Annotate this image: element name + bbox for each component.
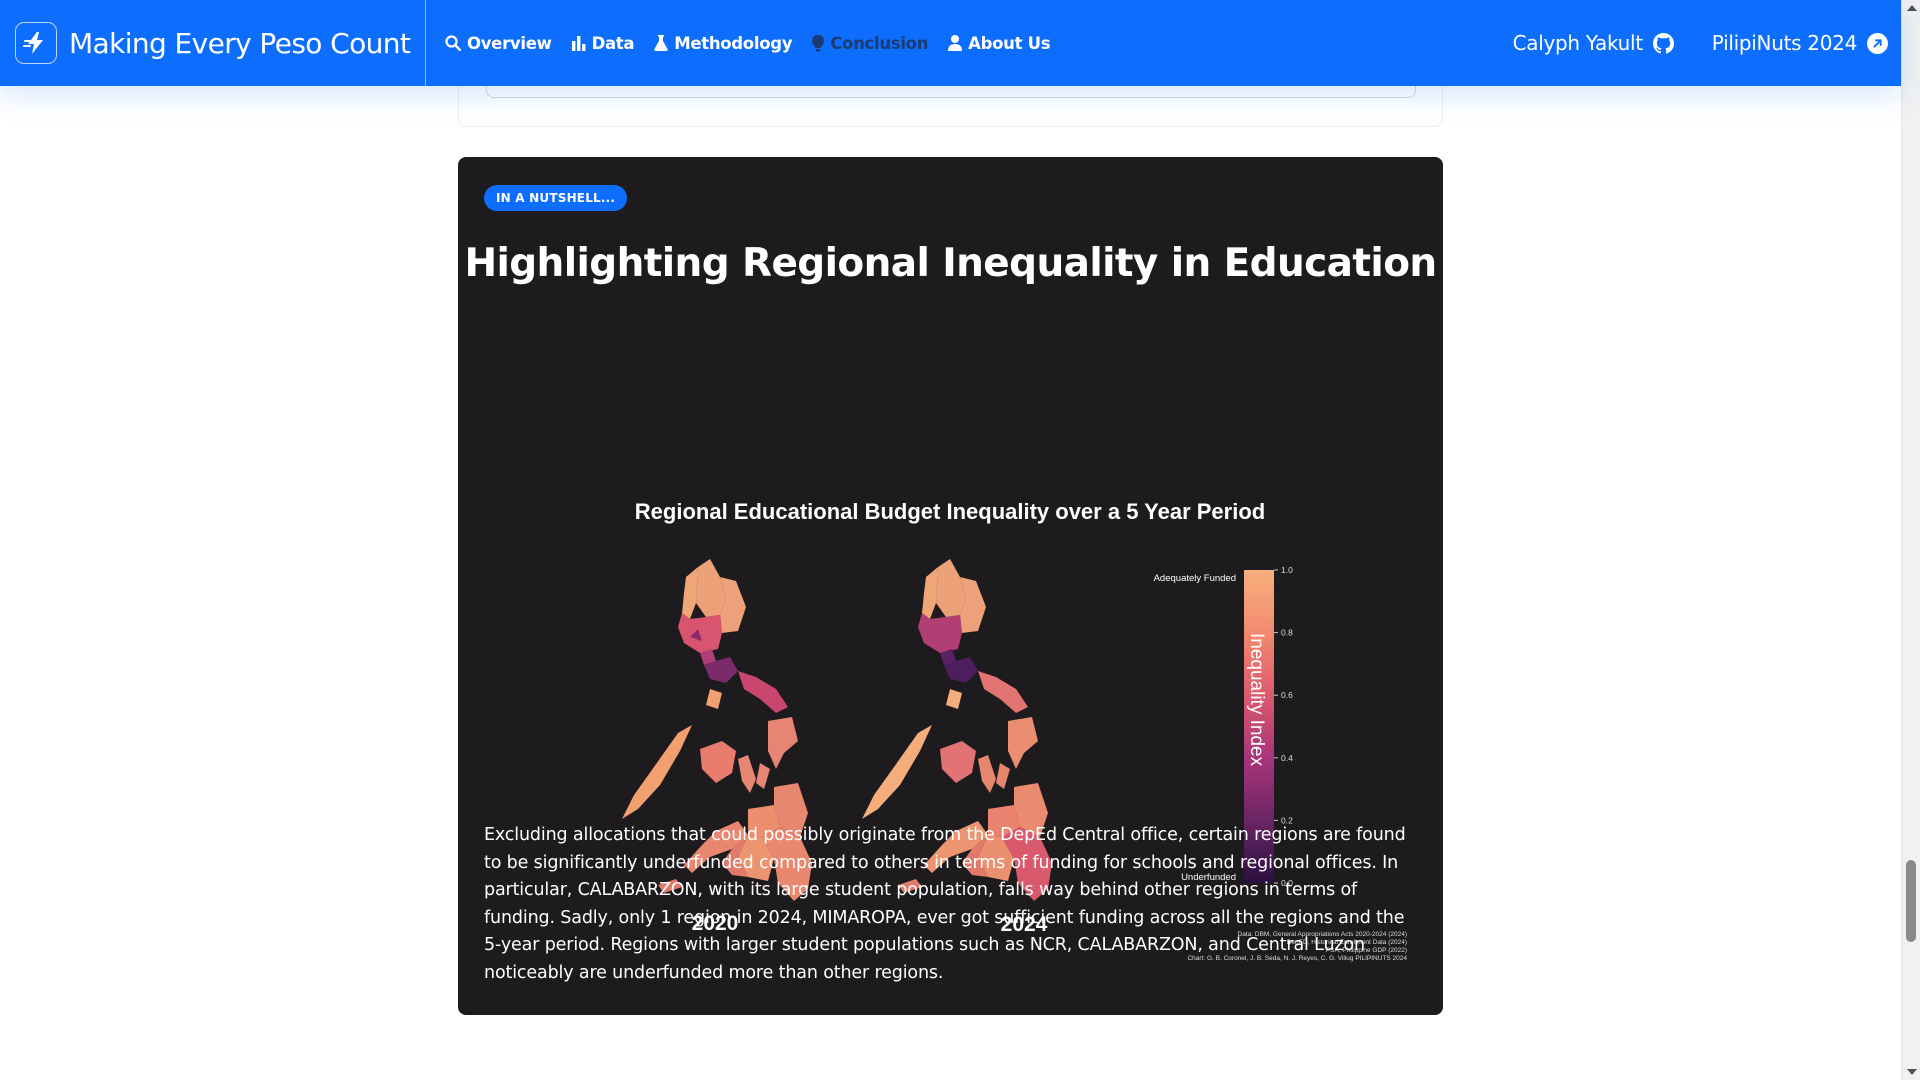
- region-car-2024: [936, 559, 966, 617]
- region-mimaropa-2024: [862, 689, 962, 819]
- region-ncr-2024: [940, 649, 956, 665]
- nav-external-links: Calyph Yakult PilipiNuts 2024: [1475, 31, 1901, 55]
- colorbar-gradient: [1244, 570, 1274, 883]
- credit-line: PSA, Philippine GDP (2022): [1326, 947, 1407, 954]
- chart-title: Regional Educational Budget Inequality o…: [635, 499, 1265, 524]
- colorbar-ticks: 1.0 0.8 0.6 0.4 0.2 0.0: [1274, 565, 1293, 888]
- map-2024: [862, 559, 1052, 901]
- nav-about-us[interactable]: About Us: [948, 33, 1051, 53]
- region-caraga-2024: [1014, 783, 1048, 837]
- card-title: Highlighting Regional Inequality in Educ…: [464, 241, 1437, 286]
- lightbulb-icon: [812, 34, 825, 51]
- brand[interactable]: Making Every Peso Count: [0, 0, 426, 86]
- region-western-visayas-2020: [700, 741, 736, 783]
- nav-data[interactable]: Data: [571, 33, 635, 53]
- previous-section-card: [458, 60, 1443, 127]
- user-icon: [948, 35, 963, 51]
- region-barmm-2020: [658, 835, 748, 893]
- scrollbar-thumb[interactable]: [1906, 860, 1916, 942]
- nav-methodology-label: Methodology: [674, 33, 793, 53]
- nav-overview[interactable]: Overview: [445, 34, 552, 53]
- region-caraga-2020: [774, 783, 808, 837]
- external-link-icon: [1867, 32, 1888, 54]
- region-northern-mindanao-2024: [988, 805, 1020, 837]
- panel-label-2024: 2024: [1001, 913, 1048, 936]
- colorbar-bottom-label: Underfunded: [1181, 872, 1236, 883]
- region-car-2020: [696, 559, 726, 617]
- pilipinuts-link-label: PilipiNuts 2024: [1711, 31, 1858, 55]
- region-central-luzon-2020: [678, 613, 722, 653]
- region-western-visayas-2024: [940, 741, 976, 783]
- colorbar-tick-label: 0.4: [1281, 753, 1293, 763]
- region-barmm-2024: [898, 835, 988, 893]
- region-eastern-visayas-2020: [768, 717, 798, 769]
- flask-icon: [654, 35, 668, 51]
- region-central-visayas-2024: [978, 755, 1010, 793]
- credit-line: DepED, Historical Enrollment Data (2024): [1287, 939, 1407, 946]
- region-northern-mindanao-2020: [748, 805, 780, 837]
- top-navbar: Making Every Peso Count Overview Data Me…: [0, 0, 1901, 86]
- colorbar-tick-label: 0.6: [1281, 690, 1293, 700]
- credit-line: Data: DBM, General Appropriations Acts 2…: [1238, 931, 1407, 938]
- brand-logo-icon: [15, 22, 57, 64]
- colorbar-tick-label: 0.8: [1281, 628, 1293, 638]
- region-bicol-2024: [978, 671, 1028, 713]
- github-link[interactable]: Calyph Yakult: [1513, 31, 1674, 55]
- region-mimaropa-2020: [622, 689, 722, 819]
- inequality-map-chart: Regional Educational Budget Inequality o…: [622, 499, 1407, 962]
- chart-credits: Data: DBM, General Appropriations Acts 2…: [1187, 931, 1407, 962]
- colorbar-tick-label: 1.0: [1281, 565, 1293, 575]
- region-eastern-visayas-2024: [1008, 717, 1038, 769]
- region-davao-2024: [1002, 827, 1052, 901]
- pilipinuts-link[interactable]: PilipiNuts 2024: [1712, 31, 1888, 55]
- region-zamboanga-2024: [924, 821, 988, 873]
- region-cagayan-2024: [960, 577, 986, 633]
- page-scrollbar[interactable]: [1901, 0, 1920, 1080]
- brand-name: Making Every Peso Count: [69, 26, 411, 60]
- nav-links: Overview Data Methodology Conclusion Abo…: [445, 34, 1070, 53]
- region-calabarzon-2024: [944, 657, 978, 683]
- conclusion-card: IN A NUTSHELL... Highlighting Regional I…: [458, 157, 1443, 1015]
- colorbar: Inequality Index Adequately Funded Under…: [1154, 565, 1293, 888]
- panel-label-2020: 2020: [692, 912, 739, 935]
- colorbar-tick-label: 0.0: [1281, 878, 1293, 888]
- colorbar-tick-label: 0.2: [1281, 815, 1293, 825]
- scroll-down-arrow-icon[interactable]: [1907, 1069, 1917, 1075]
- credit-line: Chart: G. B. Coronel, J. B. Seda, N. J. …: [1187, 955, 1407, 962]
- region-ncr-2020: [700, 649, 716, 665]
- colorbar-label: Inequality Index: [1246, 633, 1267, 767]
- nav-data-label: Data: [591, 33, 635, 53]
- region-cagayan-2020: [720, 577, 746, 633]
- map-2020: [622, 559, 812, 901]
- nav-conclusion[interactable]: Conclusion: [812, 34, 928, 53]
- region-soccsksargen-2024: [978, 835, 1014, 881]
- bar-chart-icon: [571, 35, 585, 51]
- region-zamboanga-2020: [684, 821, 748, 873]
- region-ilocos-2024: [922, 567, 938, 619]
- search-icon: [445, 35, 461, 51]
- region-calabarzon-2020: [704, 657, 738, 683]
- nav-overview-label: Overview: [467, 33, 552, 53]
- conclusion-paragraph: Excluding allocations that could possibl…: [484, 825, 1406, 983]
- region-ilocos-2020: [682, 567, 698, 619]
- github-link-label: Calyph Yakult: [1512, 31, 1644, 55]
- region-central-visayas-2020: [738, 755, 770, 793]
- colorbar-top-label: Adequately Funded: [1154, 573, 1236, 584]
- nav-about-us-label: About Us: [968, 33, 1051, 53]
- region-soccsksargen-2020: [738, 835, 774, 881]
- nav-conclusion-label: Conclusion: [830, 33, 929, 53]
- github-icon: [1652, 32, 1674, 53]
- region-davao-2020: [762, 827, 812, 901]
- scroll-up-arrow-icon[interactable]: [1907, 5, 1917, 11]
- region-central-luzon-2024: [918, 613, 962, 653]
- region-bicol-2020: [738, 671, 788, 713]
- nav-methodology[interactable]: Methodology: [654, 33, 793, 53]
- nutshell-badge: IN A NUTSHELL...: [484, 185, 628, 211]
